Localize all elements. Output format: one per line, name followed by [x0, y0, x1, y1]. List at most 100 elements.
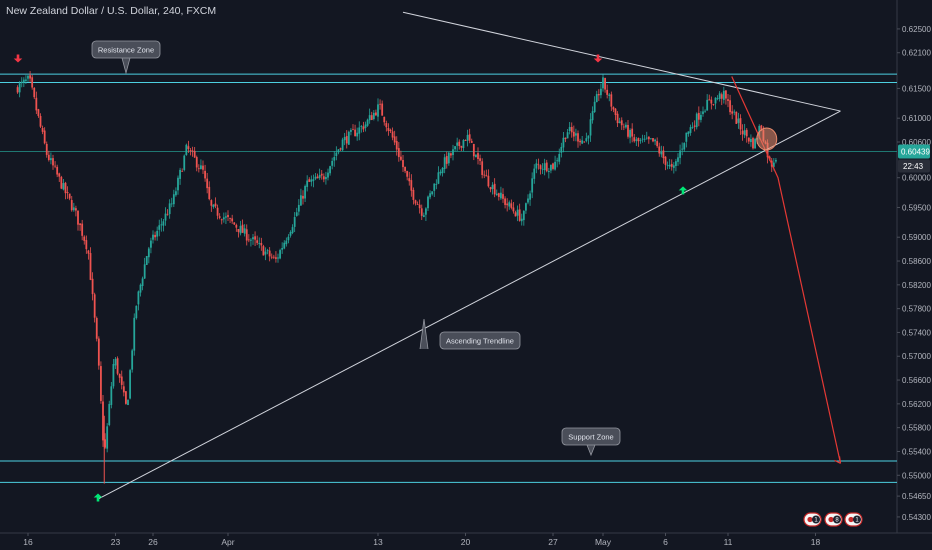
- candle-body: [295, 212, 298, 216]
- price-axis[interactable]: 0.62500 0.62100 0.61500 0.61000 0.60600 0.600…: [897, 25, 931, 522]
- trendline-callout[interactable]: Ascending Trendline: [419, 318, 521, 350]
- candle-body: [47, 154, 50, 161]
- price-tick-label: 0.55000: [902, 471, 931, 480]
- countdown-value: 22:43: [903, 162, 924, 171]
- candle-body: [447, 152, 450, 164]
- candle-body: [562, 137, 565, 148]
- candle-body: [343, 137, 346, 141]
- candle-body: [510, 203, 513, 208]
- price-tick-label: 0.62100: [902, 49, 931, 58]
- candle-body: [581, 140, 584, 144]
- price-tick-label: 0.54300: [902, 513, 931, 522]
- candle-body: [187, 146, 190, 150]
- candle-body: [325, 177, 327, 180]
- candle-body: [60, 176, 63, 189]
- price-tick-label: 0.56200: [902, 400, 931, 409]
- candle-body: [741, 130, 744, 135]
- candle-body: [70, 200, 73, 211]
- candle-body: [158, 225, 161, 230]
- candle-body: [743, 130, 746, 136]
- candle-body: [16, 87, 19, 93]
- candle-body: [670, 163, 673, 167]
- count-bubble: [853, 515, 861, 524]
- candle-body: [441, 168, 444, 174]
- candle-body: [297, 204, 300, 212]
- candle-body: [200, 165, 202, 170]
- candle-body: [414, 200, 417, 204]
- candle-body: [464, 140, 467, 141]
- support-zone-callout[interactable]: Support Zone: [561, 427, 621, 457]
- projection-arrowhead: [834, 456, 842, 464]
- last-price-bg: [898, 144, 930, 159]
- candle-body: [587, 135, 590, 139]
- candle-body: [600, 88, 602, 96]
- price-tick-label: 0.60600: [902, 138, 931, 147]
- candle-body: [466, 135, 469, 141]
- candle-body: [389, 129, 392, 132]
- candle-body: [202, 165, 204, 170]
- time-tick-label: 20: [461, 537, 471, 547]
- candle-body: [377, 104, 379, 117]
- candle-body: [108, 403, 111, 426]
- candle-body: [66, 192, 69, 193]
- candle-body: [708, 99, 711, 101]
- candle-body: [712, 104, 715, 105]
- candle-body: [331, 160, 334, 166]
- candle-body: [716, 98, 719, 100]
- time-axis[interactable]: 16 23 26 Apr 13 20 27 May 6 11 181 8 1: [23, 512, 863, 547]
- candle-body: [729, 100, 731, 113]
- candle-body: [606, 89, 609, 95]
- candle-body: [243, 228, 246, 234]
- candle-body: [391, 131, 394, 138]
- candle-body: [552, 163, 554, 169]
- breakout-highlight-circle: [756, 127, 778, 151]
- candle-body: [404, 166, 406, 172]
- candle-body: [450, 153, 452, 156]
- candle-body: [470, 141, 473, 143]
- sell-arrow-icon: [593, 54, 603, 63]
- candle-body: [172, 194, 175, 205]
- candle-body: [747, 137, 750, 142]
- candle-body: [445, 156, 448, 164]
- candle-body: [362, 126, 365, 130]
- candle-body: [54, 165, 56, 167]
- resistance-zone-callout-label: Resistance Zone: [98, 46, 154, 55]
- buy-arrow-icon: [93, 493, 103, 502]
- candle-body: [772, 162, 775, 167]
- candle-body: [127, 399, 129, 406]
- candle-body: [620, 120, 623, 126]
- price-tick-label: 0.59000: [902, 233, 931, 242]
- candle-body: [614, 108, 617, 115]
- resistance-zone-callout-box: [91, 40, 161, 59]
- candle-body: [427, 196, 429, 209]
- candle-body: [658, 146, 661, 154]
- event-badges[interactable]: 1 8 1: [803, 512, 863, 527]
- candle-body: [462, 140, 465, 149]
- candle-body: [354, 129, 356, 137]
- candle-body: [637, 137, 640, 142]
- candle-body: [279, 250, 281, 259]
- last-price-tag[interactable]: 0.60439 22:43: [898, 144, 930, 173]
- candle-body: [206, 178, 209, 189]
- candle-body: [316, 176, 319, 179]
- candle-body: [91, 278, 94, 295]
- sell-arrow-icon: [13, 54, 23, 63]
- time-tick-label: 18: [811, 537, 821, 547]
- candle-body: [410, 180, 413, 191]
- drawings: Resistance Zone Ascending Trendline Suppor…: [13, 11, 842, 502]
- candle-body: [160, 224, 163, 226]
- resistance-zone-callout[interactable]: Resistance Zone: [91, 40, 161, 75]
- zones-and-levels: [0, 73, 897, 483]
- candle-body: [254, 236, 256, 240]
- candle-body: [112, 364, 115, 387]
- candle-body: [122, 386, 125, 393]
- candle-body: [533, 168, 536, 179]
- candle-body: [270, 256, 273, 258]
- candle-body: [718, 93, 721, 99]
- flag-dot-icon: [828, 516, 834, 523]
- candle-body: [322, 176, 325, 180]
- candle-body: [87, 250, 90, 254]
- candle-body: [25, 79, 27, 81]
- candle-body: [631, 128, 634, 137]
